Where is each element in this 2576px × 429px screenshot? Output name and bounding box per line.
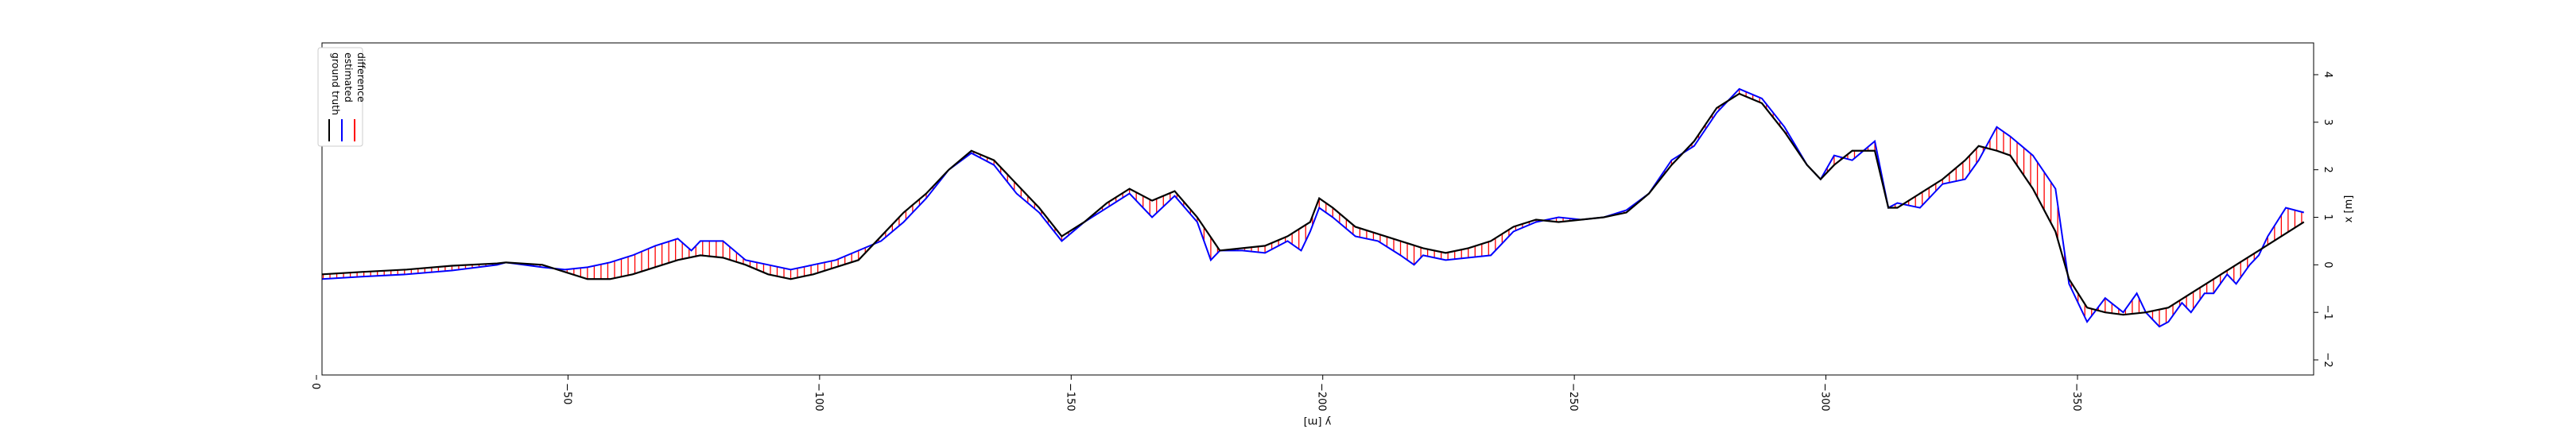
y-tick-label: 1 xyxy=(2322,214,2334,220)
legend-item-difference: difference xyxy=(354,52,367,141)
plot-frame xyxy=(321,42,2314,376)
y-tick-label: −1 xyxy=(2322,305,2334,320)
x-axis-ticks: 0 −50 −100 −150 −200 −250 −300 −350 xyxy=(309,375,2082,412)
difference-lines xyxy=(322,88,2302,327)
legend-item-estimated: estimated xyxy=(341,52,355,141)
legend-label-difference: difference xyxy=(355,52,367,102)
x-axis-label: y [m] xyxy=(1304,415,1332,427)
x-tick-label: 0 xyxy=(309,383,321,389)
y-tick-label: 4 xyxy=(2322,72,2334,78)
y-tick-label: 0 xyxy=(2322,261,2334,268)
legend-label-ground-truth: ground truth xyxy=(330,52,342,115)
x-tick-label: −150 xyxy=(1064,383,1076,412)
ground-truth-line xyxy=(321,92,2305,316)
legend: ground truth estimated difference xyxy=(317,47,367,147)
estimated-line xyxy=(321,87,2305,328)
x-tick-label: −300 xyxy=(1819,383,1831,412)
x-tick-label: −200 xyxy=(1316,383,1328,412)
y-axis-label: x [m] xyxy=(2343,195,2355,223)
x-tick-label: −350 xyxy=(2070,383,2082,412)
x-tick-label: −250 xyxy=(1567,383,1579,412)
legend-item-ground-truth: ground truth xyxy=(328,52,342,141)
y-tick-label: 3 xyxy=(2322,119,2334,126)
y-axis-ticks: −2 −1 0 1 2 3 4 xyxy=(2314,72,2334,368)
y-tick-label: 2 xyxy=(2322,167,2334,173)
x-tick-label: −100 xyxy=(813,383,824,412)
trajectory-series xyxy=(321,87,2305,328)
legend-label-estimated: estimated xyxy=(343,52,355,102)
x-tick-label: −50 xyxy=(561,383,572,404)
y-tick-label: −2 xyxy=(2322,352,2334,367)
